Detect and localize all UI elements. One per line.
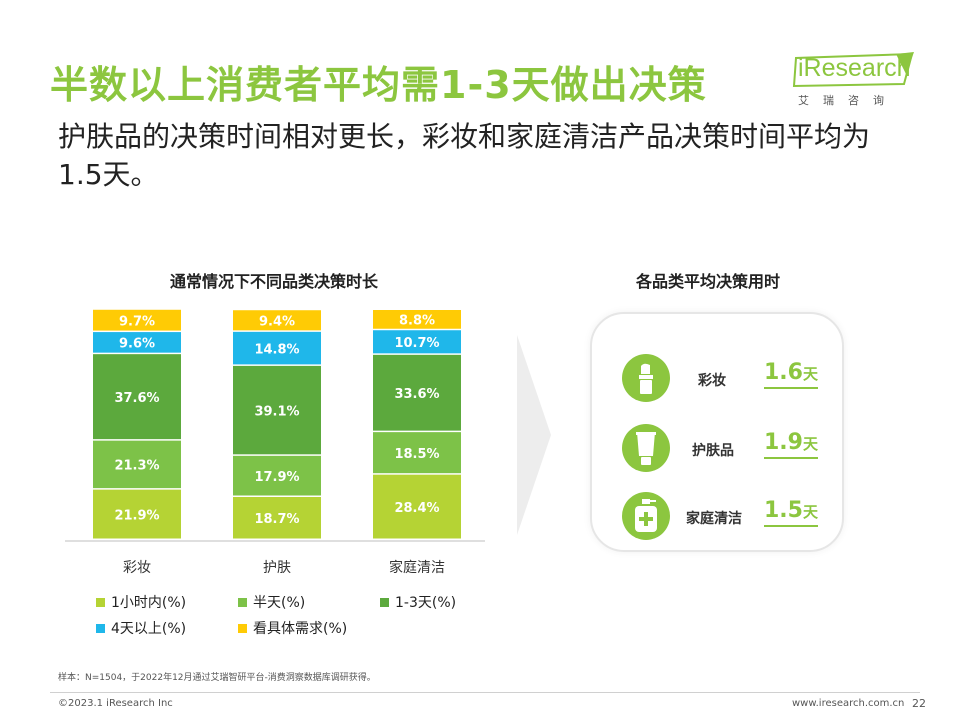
category-label: 护肤	[263, 560, 291, 576]
footer-copyright: ©2023.1 iResearch Inc	[58, 698, 173, 709]
bar-segment	[233, 455, 321, 496]
bar-segment	[373, 432, 461, 474]
bar-segment	[373, 310, 461, 329]
category-label: 家庭清洁	[389, 559, 445, 576]
data-label: 9.6%	[119, 337, 155, 352]
lipstick-icon	[622, 354, 670, 402]
page-title: 半数以上消费者平均需1-3天做出决策	[50, 63, 707, 107]
footer-website: www.iresearch.com.cn	[792, 698, 905, 709]
page-subtitle: 护肤品的决策时间相对更长，彩妆和家庭清洁产品决策时间平均为1.5天。	[58, 120, 871, 191]
logo-chinese-name: 艾瑞咨询	[798, 94, 898, 107]
bar-segment	[93, 440, 181, 489]
averages-title: 各品类平均决策用时	[636, 272, 781, 291]
chart-title: 通常情况下不同品类决策时长	[170, 272, 379, 291]
legend-label: 1-3天(%)	[395, 595, 457, 611]
logo-wordmark: iResearch	[798, 54, 911, 82]
data-label: 8.8%	[399, 314, 435, 329]
average-value: 1.9天	[764, 430, 818, 459]
average-value: 1.5天	[764, 498, 818, 527]
average-row-cleaning: 家庭清洁 1.5天	[592, 486, 842, 546]
data-label: 39.1%	[254, 404, 299, 419]
legend-swatch	[96, 623, 105, 633]
average-label: 护肤品	[692, 443, 734, 459]
data-label: 33.6%	[394, 387, 439, 402]
footer-divider	[50, 692, 920, 693]
bar-segment	[373, 330, 461, 354]
data-label: 14.8%	[254, 342, 299, 357]
legend-item-1-3-days: 1-3天(%)	[380, 592, 456, 612]
average-label: 家庭清洁	[686, 511, 742, 527]
cleaner-bottle-icon	[622, 492, 670, 540]
data-label: 18.5%	[394, 447, 439, 462]
data-label: 28.4%	[394, 501, 439, 516]
legend-label: 1小时内(%)	[111, 595, 187, 611]
legend-label: 看具体需求(%)	[253, 621, 348, 637]
data-label: 37.6%	[114, 391, 159, 406]
logo-leaf-shape	[792, 52, 914, 88]
legend-swatch	[380, 597, 389, 607]
sample-note: 样本：N=1504，于2022年12月通过艾瑞智研平台-消费洞察数据库调研获得。	[58, 673, 376, 683]
bar-segment	[233, 331, 321, 365]
legend-item-4-days-plus: 4天以上(%)	[96, 618, 186, 638]
legend-swatch	[238, 597, 247, 607]
legend-label: 半天(%)	[253, 595, 306, 611]
bar-segment	[233, 496, 321, 539]
data-label: 17.9%	[254, 470, 299, 485]
page-number: 22	[912, 697, 926, 710]
bar-segment	[93, 332, 181, 353]
legend-label: 4天以上(%)	[111, 621, 187, 637]
chevron-right-icon	[517, 335, 551, 535]
bar-segment	[233, 365, 321, 455]
category-label: 彩妆	[123, 560, 151, 576]
bar-segment	[93, 354, 181, 440]
legend-item-depends: 看具体需求(%)	[238, 618, 347, 638]
bar-segment	[373, 354, 461, 431]
data-label: 9.7%	[119, 314, 155, 329]
legend-item-half-day: 半天(%)	[238, 592, 305, 612]
data-label: 21.3%	[114, 459, 159, 474]
cream-tube-icon	[622, 424, 670, 472]
data-label: 18.7%	[254, 512, 299, 527]
data-label: 9.4%	[259, 315, 295, 330]
stacked-bar-chart: 21.9% 21.3% 37.6% 9.6% 9.7% 彩妆 18.7% 17.9% 39.1%…	[65, 309, 485, 576]
bar-segment	[233, 310, 321, 331]
bar-segment	[93, 489, 181, 539]
average-row-skincare: 护肤品 1.9天	[592, 418, 842, 478]
averages-panel: 彩妆 1.6天 护肤品 1.9天 家庭清洁 1.5天	[590, 312, 844, 552]
data-label: 21.9%	[114, 508, 159, 523]
average-label: 彩妆	[698, 373, 726, 389]
legend-swatch	[238, 623, 247, 633]
average-value: 1.6天	[764, 360, 818, 389]
legend-item-1h: 1小时内(%)	[96, 592, 186, 612]
iresearch-logo: iResearch 艾瑞咨询	[788, 52, 918, 110]
legend-swatch	[96, 597, 105, 607]
data-label: 10.7%	[394, 336, 439, 351]
bar-segment	[373, 474, 461, 539]
average-row-makeup: 彩妆 1.6天	[592, 348, 842, 408]
bar-segment	[93, 309, 181, 331]
